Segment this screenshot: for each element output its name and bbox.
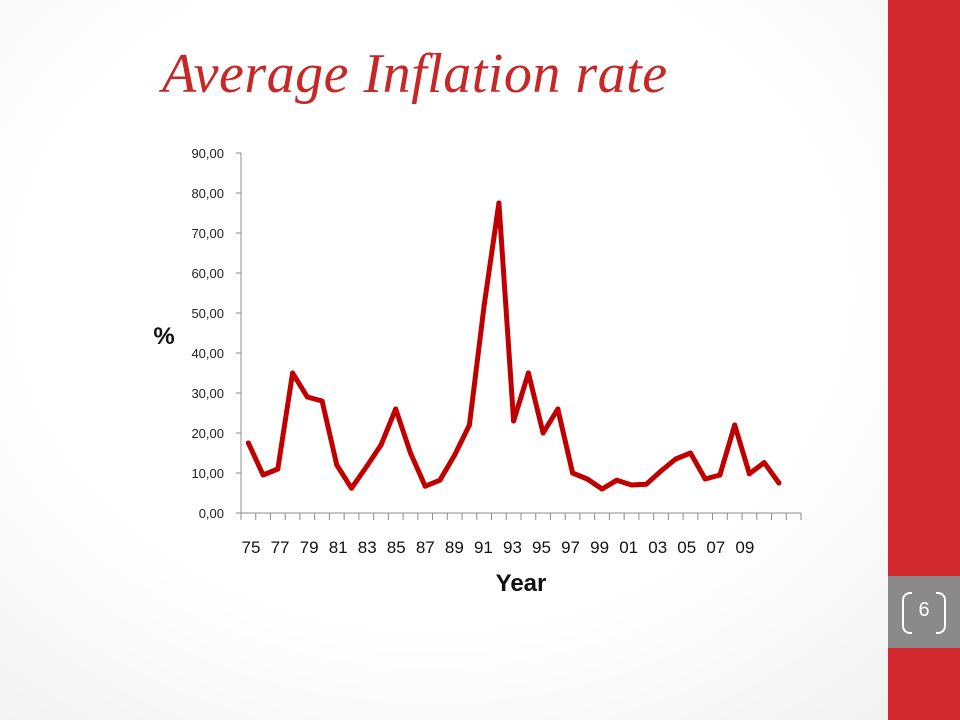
x-tick-label: 95 [532,538,551,557]
x-tick-label: 85 [387,538,406,557]
data-point [525,370,531,376]
y-tick-label: 60,00 [191,266,224,281]
data-point [452,452,458,458]
data-point [511,418,517,424]
slide-title: Average Inflation rate [162,43,668,105]
series-layer [245,200,782,492]
data-point [393,406,399,412]
x-tick-label: 87 [416,538,435,557]
inflation-line-chart: 0,00 10,00 20,00 30,00 40,00 50,00 60,00 70,00 8… [153,146,802,597]
x-tick-label: 77 [271,538,290,557]
x-axis-title: Year [496,570,547,597]
y-tick-label: 80,00 [191,186,224,201]
data-point [540,430,546,436]
data-point [555,406,561,412]
x-tick-label: 91 [474,538,493,557]
left-bracket-icon [902,592,912,634]
data-point [496,200,502,206]
right-bracket-icon [936,592,946,634]
x-tick-label: 93 [503,538,522,557]
data-point [334,462,340,468]
page-number-box: 6 [888,576,960,648]
data-point [349,485,355,491]
data-point [319,398,325,404]
data-point [687,450,693,456]
data-point [304,394,310,400]
data-point [260,472,266,478]
data-point [614,477,620,483]
x-axis: 75 77 79 81 83 85 87 89 91 93 95 97 99 01 03 05 07 09 [240,512,802,557]
data-point [643,481,649,487]
data-point [290,370,296,376]
x-tick-label: 81 [329,538,348,557]
data-point [378,442,384,448]
x-tick-label: 97 [561,538,580,557]
data-point [407,450,413,456]
y-tick-label: 50,00 [191,306,224,321]
y-tick-label: 30,00 [191,386,224,401]
x-tick-label: 03 [648,538,667,557]
x-tick-label: 09 [735,538,754,557]
x-tick-label: 05 [677,538,696,557]
y-axis-title: % [153,323,174,350]
y-tick-label: 20,00 [191,426,224,441]
data-point [599,486,605,492]
y-tick-label: 70,00 [191,226,224,241]
data-point [702,476,708,482]
data-point [466,422,472,428]
data-point [584,476,590,482]
y-axis: 0,00 10,00 20,00 30,00 40,00 50,00 60,00 70,00 8… [191,146,242,521]
data-point [776,480,782,486]
x-tick-label: 89 [445,538,464,557]
data-point [717,472,723,478]
data-point [245,440,251,446]
inflation-series-line [245,200,782,492]
data-point [629,482,635,488]
x-tick-label: 79 [300,538,319,557]
data-point [275,466,281,472]
data-point [761,460,767,466]
y-tick-label: 0,00 [199,506,224,521]
data-point [746,471,752,477]
y-tick-label: 90,00 [191,146,224,161]
y-tick-label: 10,00 [191,466,224,481]
data-point [673,456,679,462]
data-point [363,464,369,470]
x-tick-label: 07 [706,538,725,557]
data-point [481,302,487,308]
x-tick-label: 83 [358,538,377,557]
data-point [437,477,443,483]
page-number: 6 [918,599,930,621]
data-point [570,470,576,476]
x-tick-label: 99 [590,538,609,557]
x-tick-label: 75 [242,538,261,557]
y-tick-label: 40,00 [191,346,224,361]
x-tick-label: 01 [619,538,638,557]
data-point [732,422,738,428]
data-point [422,483,428,489]
data-point [658,468,664,474]
